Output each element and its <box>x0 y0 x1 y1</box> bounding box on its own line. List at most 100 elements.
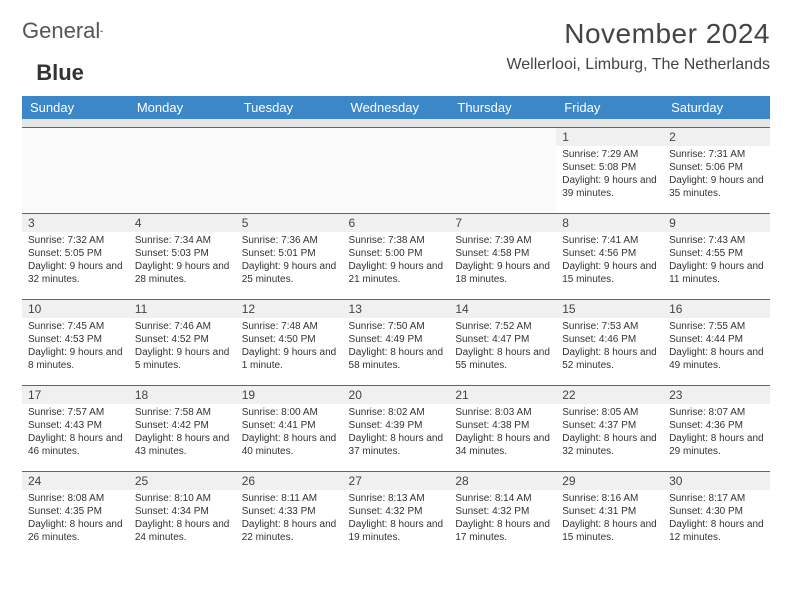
sunrise-text: Sunrise: 8:13 AM <box>349 492 444 505</box>
sunset-text: Sunset: 4:41 PM <box>242 419 337 432</box>
day-cell: 2Sunrise: 7:31 AMSunset: 5:06 PMDaylight… <box>663 127 770 213</box>
sunrise-text: Sunrise: 7:46 AM <box>135 320 230 333</box>
day-cell <box>22 127 129 213</box>
day-cell: 12Sunrise: 7:48 AMSunset: 4:50 PMDayligh… <box>236 299 343 385</box>
day-number: 23 <box>663 386 770 404</box>
sunrise-text: Sunrise: 8:03 AM <box>455 406 550 419</box>
day-cell: 17Sunrise: 7:57 AMSunset: 4:43 PMDayligh… <box>22 385 129 471</box>
day-info: Sunrise: 8:10 AMSunset: 4:34 PMDaylight:… <box>135 492 230 544</box>
day-number: 19 <box>236 386 343 404</box>
week-row: 3Sunrise: 7:32 AMSunset: 5:05 PMDaylight… <box>22 213 770 299</box>
daylight-text: Daylight: 8 hours and 52 minutes. <box>562 346 657 372</box>
sunset-text: Sunset: 4:58 PM <box>455 247 550 260</box>
day-cell: 1Sunrise: 7:29 AMSunset: 5:08 PMDaylight… <box>556 127 663 213</box>
day-cell: 6Sunrise: 7:38 AMSunset: 5:00 PMDaylight… <box>343 213 450 299</box>
day-info: Sunrise: 8:08 AMSunset: 4:35 PMDaylight:… <box>28 492 123 544</box>
day-info: Sunrise: 7:58 AMSunset: 4:42 PMDaylight:… <box>135 406 230 458</box>
day-info: Sunrise: 7:52 AMSunset: 4:47 PMDaylight:… <box>455 320 550 372</box>
day-cell: 24 Sunrise: 8:08 AMSunset: 4:35 PMDayligh… <box>22 471 129 557</box>
sunrise-text: Sunrise: 8:07 AM <box>669 406 764 419</box>
day-number: 11 <box>129 300 236 318</box>
day-info: Sunrise: 8:00 AMSunset: 4:41 PMDaylight:… <box>242 406 337 458</box>
day-cell: 11 Sunrise: 7:46 AMSunset: 4:52 PMDayligh… <box>129 299 236 385</box>
sunrise-text: Sunrise: 8:08 AM <box>28 492 123 505</box>
sunrise-text: Sunrise: 7:43 AM <box>669 234 764 247</box>
sunset-text: Sunset: 4:46 PM <box>562 333 657 346</box>
sunset-text: Sunset: 4:44 PM <box>669 333 764 346</box>
sunrise-text: Sunrise: 8:05 AM <box>562 406 657 419</box>
daylight-text: Daylight: 9 hours and 21 minutes. <box>349 260 444 286</box>
day-cell: 14Sunrise: 7:52 AMSunset: 4:47 PMDayligh… <box>449 299 556 385</box>
day-cell: 25Sunrise: 8:10 AMSunset: 4:34 PMDayligh… <box>129 471 236 557</box>
daylight-text: Daylight: 8 hours and 15 minutes. <box>562 518 657 544</box>
week-row: 24Sunrise: 8:08 AMSunset: 4:35 PMDayligh… <box>22 471 770 557</box>
day-cell: 10 Sunrise: 7:45 AMSunset: 4:53 PMDayligh… <box>22 299 129 385</box>
day-cell: 22Sunrise: 8:05 AMSunset: 4:37 PMDayligh… <box>556 385 663 471</box>
day-info: Sunrise: 7:34 AMSunset: 5:03 PMDaylight:… <box>135 234 230 286</box>
sunrise-text: Sunrise: 8:16 AM <box>562 492 657 505</box>
day-info: Sunrise: 7:57 AMSunset: 4:43 PMDaylight:… <box>28 406 123 458</box>
sunrise-text: Sunrise: 7:58 AM <box>135 406 230 419</box>
day-number: 6 <box>343 214 450 232</box>
sunset-text: Sunset: 4:38 PM <box>455 419 550 432</box>
day-number: 10 <box>22 300 129 318</box>
day-info: Sunrise: 8:16 AMSunset: 4:31 PMDaylight:… <box>562 492 657 544</box>
day-info: Sunrise: 8:05 AMSunset: 4:37 PMDaylight:… <box>562 406 657 458</box>
sunset-text: Sunset: 4:36 PM <box>669 419 764 432</box>
day-cell <box>449 127 556 213</box>
day-number: 3 <box>22 214 129 232</box>
daylight-text: Daylight: 9 hours and 39 minutes. <box>562 174 657 200</box>
day-cell: 18Sunrise: 7:58 AMSunset: 4:42 PMDayligh… <box>129 385 236 471</box>
day-cell <box>343 127 450 213</box>
sunrise-text: Sunrise: 8:14 AM <box>455 492 550 505</box>
daylight-text: Daylight: 9 hours and 11 minutes. <box>669 260 764 286</box>
day-number: 7 <box>449 214 556 232</box>
day-number: 24 <box>22 472 129 490</box>
day-number: 15 <box>556 300 663 318</box>
day-info: Sunrise: 8:11 AMSunset: 4:33 PMDaylight:… <box>242 492 337 544</box>
day-info: Sunrise: 7:50 AMSunset: 4:49 PMDaylight:… <box>349 320 444 372</box>
daylight-text: Daylight: 8 hours and 49 minutes. <box>669 346 764 372</box>
week-row: 17Sunrise: 7:57 AMSunset: 4:43 PMDayligh… <box>22 385 770 471</box>
day-info: Sunrise: 7:48 AMSunset: 4:50 PMDaylight:… <box>242 320 337 372</box>
day-cell <box>236 127 343 213</box>
day-info: Sunrise: 7:29 AMSunset: 5:08 PMDaylight:… <box>562 148 657 200</box>
sunrise-text: Sunrise: 7:31 AM <box>669 148 764 161</box>
daylight-text: Daylight: 9 hours and 35 minutes. <box>669 174 764 200</box>
daylight-text: Daylight: 8 hours and 17 minutes. <box>455 518 550 544</box>
week-row: 1Sunrise: 7:29 AMSunset: 5:08 PMDaylight… <box>22 127 770 213</box>
day-cell: 26Sunrise: 8:11 AMSunset: 4:33 PMDayligh… <box>236 471 343 557</box>
sunrise-text: Sunrise: 8:10 AM <box>135 492 230 505</box>
day-cell: 19 Sunrise: 8:00 AMSunset: 4:41 PMDayligh… <box>236 385 343 471</box>
day-number: 8 <box>556 214 663 232</box>
daylight-text: Daylight: 8 hours and 58 minutes. <box>349 346 444 372</box>
daylight-text: Daylight: 9 hours and 5 minutes. <box>135 346 230 372</box>
sunset-text: Sunset: 4:49 PM <box>349 333 444 346</box>
day-info: Sunrise: 8:03 AMSunset: 4:38 PMDaylight:… <box>455 406 550 458</box>
sunset-text: Sunset: 4:53 PM <box>28 333 123 346</box>
day-info: Sunrise: 7:36 AMSunset: 5:01 PMDaylight:… <box>242 234 337 286</box>
day-info: Sunrise: 7:31 AMSunset: 5:06 PMDaylight:… <box>669 148 764 200</box>
sunset-text: Sunset: 4:52 PM <box>135 333 230 346</box>
sunset-text: Sunset: 4:50 PM <box>242 333 337 346</box>
daylight-text: Daylight: 8 hours and 32 minutes. <box>562 432 657 458</box>
daylight-text: Daylight: 9 hours and 8 minutes. <box>28 346 123 372</box>
day-info: Sunrise: 7:45 AMSunset: 4:53 PMDaylight:… <box>28 320 123 372</box>
daylight-text: Daylight: 8 hours and 55 minutes. <box>455 346 550 372</box>
day-cell: 7Sunrise: 7:39 AMSunset: 4:58 PMDaylight… <box>449 213 556 299</box>
sunrise-text: Sunrise: 7:38 AM <box>349 234 444 247</box>
day-cell: 9Sunrise: 7:43 AMSunset: 4:55 PMDaylight… <box>663 213 770 299</box>
day-number: 16 <box>663 300 770 318</box>
logo-sail-icon <box>100 23 103 39</box>
weekday-header: Thursday <box>449 96 556 119</box>
daylight-text: Daylight: 8 hours and 34 minutes. <box>455 432 550 458</box>
day-number: 27 <box>343 472 450 490</box>
day-cell: 15Sunrise: 7:53 AMSunset: 4:46 PMDayligh… <box>556 299 663 385</box>
daylight-text: Daylight: 8 hours and 22 minutes. <box>242 518 337 544</box>
sunrise-text: Sunrise: 7:45 AM <box>28 320 123 333</box>
title-block: November 2024 Wellerlooi, Limburg, The N… <box>506 18 770 74</box>
sunset-text: Sunset: 4:35 PM <box>28 505 123 518</box>
daylight-text: Daylight: 8 hours and 40 minutes. <box>242 432 337 458</box>
sunset-text: Sunset: 4:43 PM <box>28 419 123 432</box>
logo-text-1: General <box>22 18 100 44</box>
